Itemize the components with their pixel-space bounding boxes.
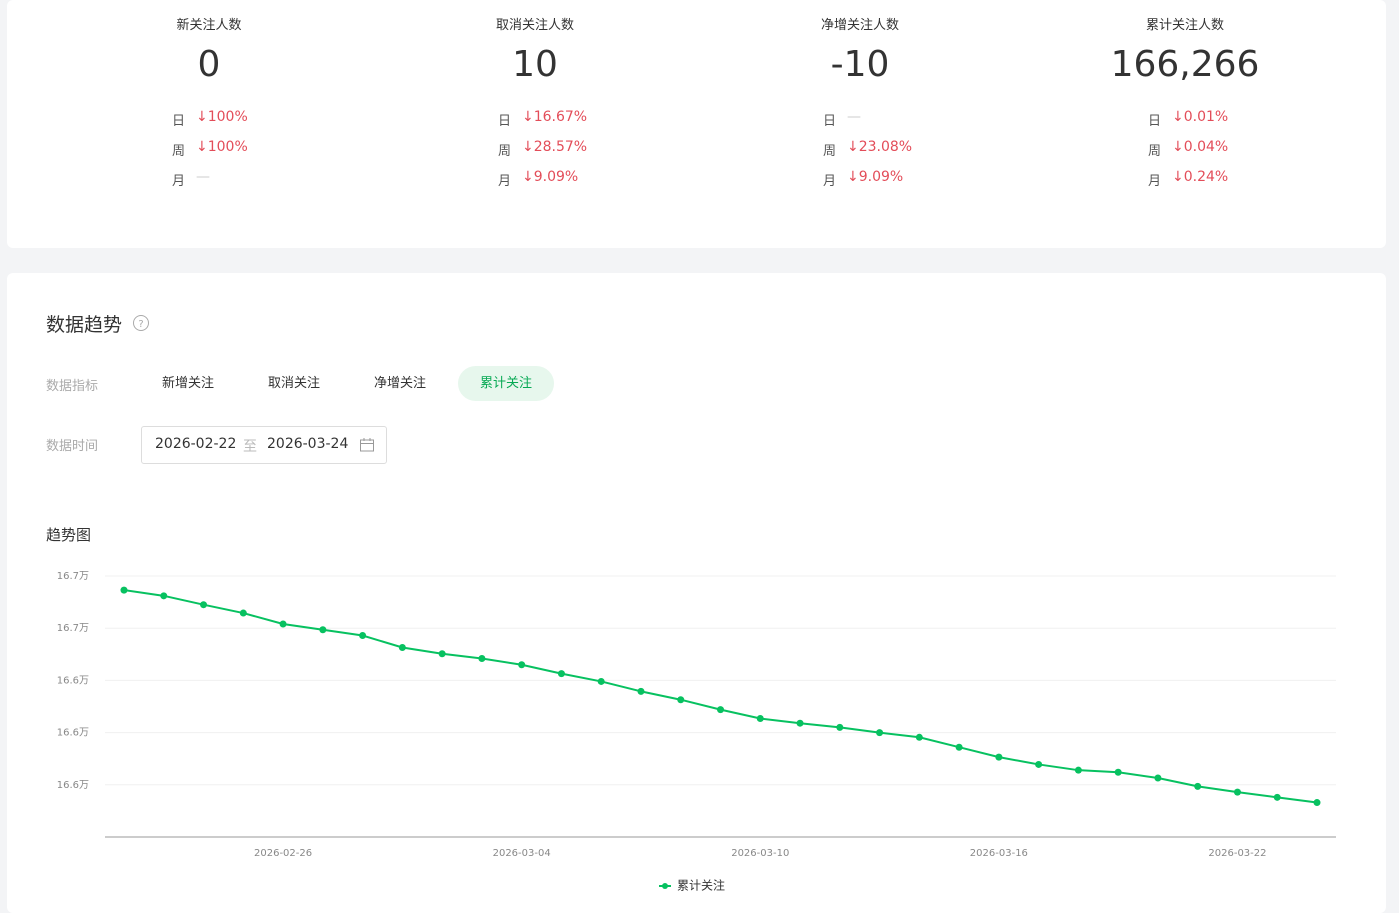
point bbox=[1313, 799, 1321, 807]
point bbox=[876, 729, 884, 737]
point bbox=[279, 620, 287, 628]
stat-value: 10 bbox=[512, 44, 558, 85]
period: 日 bbox=[823, 114, 837, 129]
chart-title: 趋势图 bbox=[46, 526, 92, 544]
legend-label: 累计关注 bbox=[677, 878, 725, 893]
period: 月 bbox=[823, 174, 837, 189]
date-start: 2026-02-22 bbox=[155, 436, 237, 452]
point bbox=[557, 670, 565, 678]
x-tick-label: 2026-03-04 bbox=[493, 848, 551, 859]
change: ↓28.57% bbox=[522, 139, 588, 155]
change: ↓16.67% bbox=[522, 109, 588, 125]
help-icon[interactable]: ? bbox=[132, 314, 150, 332]
metric-label: 数据指标 bbox=[46, 379, 99, 394]
point bbox=[1154, 774, 1162, 782]
point bbox=[955, 743, 963, 751]
change: ↓0.24% bbox=[1172, 169, 1229, 185]
metric-tab[interactable]: 净增关注 bbox=[373, 376, 426, 391]
stat-label: 累计关注人数 bbox=[1145, 18, 1225, 33]
time-label: 数据时间 bbox=[46, 439, 99, 454]
y-tick-label: 16.7万 bbox=[57, 623, 89, 634]
period: 月 bbox=[172, 174, 186, 189]
stats-card bbox=[7, 0, 1386, 248]
change: ↓9.09% bbox=[847, 169, 904, 185]
metric-tab[interactable]: 取消关注 bbox=[267, 376, 320, 391]
point bbox=[319, 626, 327, 634]
change: ↓0.01% bbox=[1172, 109, 1229, 125]
point bbox=[995, 753, 1003, 761]
point bbox=[1194, 782, 1202, 790]
point bbox=[1035, 760, 1043, 768]
point bbox=[359, 632, 367, 640]
x-tick-label: 2026-03-16 bbox=[970, 848, 1028, 859]
y-tick-label: 16.6万 bbox=[57, 675, 89, 686]
change: — bbox=[196, 169, 210, 185]
line bbox=[123, 589, 1318, 804]
calendar-icon bbox=[360, 438, 374, 452]
y-tick-label: 16.6万 bbox=[57, 728, 89, 739]
point bbox=[915, 733, 923, 741]
change: ↓23.08% bbox=[847, 139, 913, 155]
change: ↓100% bbox=[196, 139, 248, 155]
point bbox=[518, 661, 526, 669]
point bbox=[1114, 768, 1122, 776]
x-tick-label: 2026-03-10 bbox=[731, 848, 789, 859]
stat-value: -10 bbox=[830, 44, 890, 85]
point bbox=[1273, 793, 1281, 801]
period: 周 bbox=[1148, 144, 1162, 159]
stat-label: 取消关注人数 bbox=[495, 18, 575, 33]
x-tick-label: 2026-03-22 bbox=[1208, 848, 1266, 859]
point bbox=[1233, 788, 1241, 796]
trend-title: 数据趋势 bbox=[46, 314, 123, 336]
point bbox=[836, 723, 844, 731]
point bbox=[756, 715, 764, 723]
period: 周 bbox=[498, 144, 512, 159]
date-end: 2026-03-24 bbox=[267, 436, 349, 452]
point bbox=[120, 586, 128, 594]
chart: 16.6万 16.6万 16.6万 16.7万 16.7万 2026-02-26 2026-… bbox=[57, 571, 1336, 893]
metric-tab[interactable]: 累计关注 bbox=[458, 366, 554, 401]
point bbox=[398, 644, 406, 652]
stat-value: 166,266 bbox=[1110, 44, 1260, 85]
svg-text:?: ? bbox=[138, 319, 143, 330]
period: 月 bbox=[498, 174, 512, 189]
point bbox=[717, 706, 724, 714]
trend-card bbox=[7, 273, 1386, 913]
stat-label: 净增关注人数 bbox=[820, 18, 900, 33]
period: 日 bbox=[1148, 114, 1162, 129]
change: ↓9.09% bbox=[522, 169, 579, 185]
y-tick-label: 16.7万 bbox=[57, 571, 89, 582]
y-tick-label: 16.6万 bbox=[57, 780, 89, 791]
change: — bbox=[847, 109, 861, 125]
period: 周 bbox=[823, 144, 837, 159]
period: 日 bbox=[172, 114, 186, 129]
date-picker[interactable]: 2026-02-22 至 2026-03-24 bbox=[141, 426, 387, 464]
period: 周 bbox=[172, 144, 186, 159]
point bbox=[677, 696, 685, 704]
legend-marker bbox=[662, 883, 668, 889]
point bbox=[478, 654, 486, 662]
stat-label: 新关注人数 bbox=[176, 18, 242, 33]
point bbox=[239, 609, 247, 617]
point bbox=[200, 601, 208, 609]
point bbox=[597, 677, 605, 685]
point bbox=[637, 687, 645, 695]
stat-value: 0 bbox=[197, 44, 221, 85]
point bbox=[1074, 766, 1082, 774]
period: 月 bbox=[1148, 174, 1162, 189]
period: 日 bbox=[498, 114, 512, 129]
change: ↓100% bbox=[196, 109, 248, 125]
x-tick-label: 2026-02-26 bbox=[254, 848, 312, 859]
point bbox=[796, 719, 804, 727]
point bbox=[438, 650, 446, 658]
change: ↓0.04% bbox=[1172, 139, 1229, 155]
metric-tab[interactable]: 新增关注 bbox=[161, 376, 214, 391]
point bbox=[160, 592, 168, 600]
date-sep: 至 bbox=[243, 439, 257, 455]
